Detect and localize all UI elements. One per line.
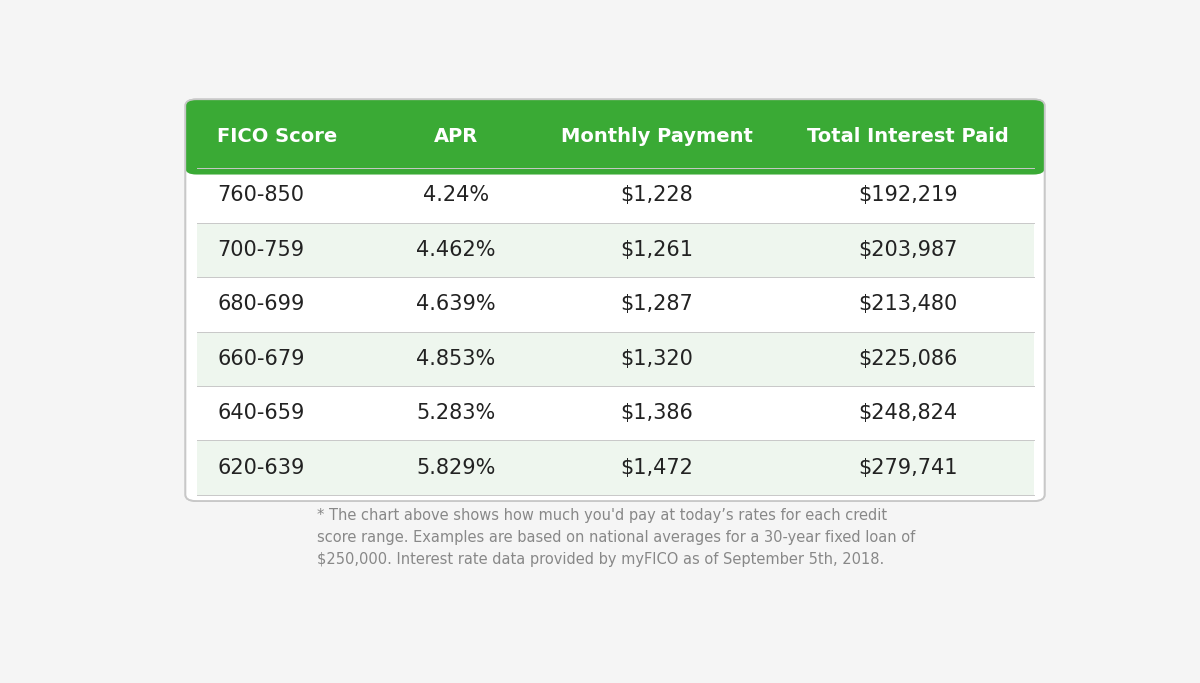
Text: 5.283%: 5.283%: [416, 403, 496, 423]
Text: Total Interest Paid: Total Interest Paid: [808, 128, 1009, 146]
FancyBboxPatch shape: [197, 168, 1033, 223]
Text: Monthly Payment: Monthly Payment: [560, 128, 752, 146]
Text: $279,741: $279,741: [858, 458, 958, 477]
Text: 4.462%: 4.462%: [416, 240, 496, 260]
FancyBboxPatch shape: [185, 99, 1045, 501]
FancyBboxPatch shape: [197, 223, 1033, 277]
FancyBboxPatch shape: [197, 386, 1033, 441]
Text: 640-659: 640-659: [217, 403, 305, 423]
Text: 4.24%: 4.24%: [422, 186, 490, 206]
Text: 700-759: 700-759: [217, 240, 305, 260]
FancyBboxPatch shape: [197, 331, 1033, 386]
Text: 4.853%: 4.853%: [416, 349, 496, 369]
FancyBboxPatch shape: [197, 106, 380, 168]
Text: $1,386: $1,386: [620, 403, 694, 423]
FancyBboxPatch shape: [197, 277, 1033, 331]
FancyBboxPatch shape: [532, 106, 782, 168]
FancyBboxPatch shape: [197, 137, 1033, 168]
Text: 5.829%: 5.829%: [416, 458, 496, 477]
Text: 4.639%: 4.639%: [416, 294, 496, 314]
Text: $1,287: $1,287: [620, 294, 694, 314]
Text: FICO Score: FICO Score: [217, 128, 337, 146]
Text: $1,472: $1,472: [620, 458, 694, 477]
Text: $203,987: $203,987: [858, 240, 958, 260]
FancyBboxPatch shape: [185, 99, 1045, 175]
Text: 660-679: 660-679: [217, 349, 305, 369]
Text: * The chart above shows how much you'd pay at today’s rates for each credit
scor: * The chart above shows how much you'd p…: [317, 508, 916, 568]
FancyBboxPatch shape: [782, 106, 1033, 168]
Text: 680-699: 680-699: [217, 294, 305, 314]
Text: $213,480: $213,480: [858, 294, 958, 314]
FancyBboxPatch shape: [197, 441, 1033, 494]
Text: APR: APR: [434, 128, 478, 146]
Text: 760-850: 760-850: [217, 186, 305, 206]
Text: $1,261: $1,261: [620, 240, 694, 260]
Text: 620-639: 620-639: [217, 458, 305, 477]
FancyBboxPatch shape: [380, 106, 532, 168]
Text: $225,086: $225,086: [858, 349, 958, 369]
Text: $1,320: $1,320: [620, 349, 694, 369]
Text: $1,228: $1,228: [620, 186, 694, 206]
Text: $192,219: $192,219: [858, 186, 958, 206]
Text: $248,824: $248,824: [858, 403, 958, 423]
